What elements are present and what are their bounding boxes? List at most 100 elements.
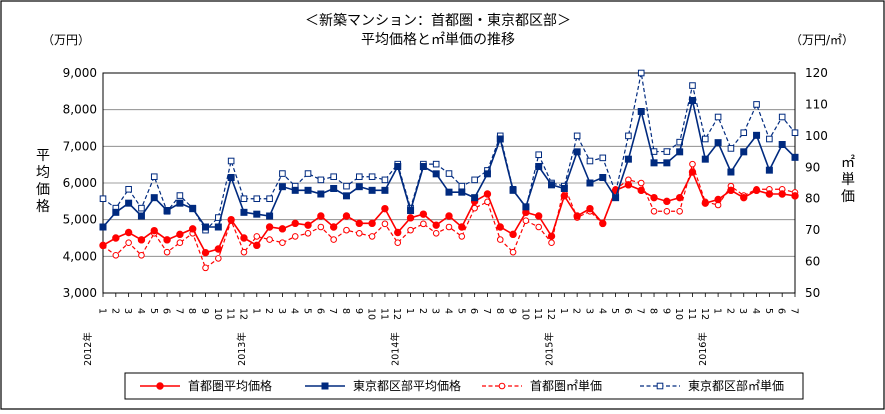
data-point: [752, 186, 761, 195]
data-point: [432, 221, 440, 229]
y-right-axis-title: ㎡単価: [841, 155, 855, 205]
x-tick-label: 4: [750, 308, 761, 314]
data-point: [675, 193, 684, 202]
data-point: [573, 132, 581, 140]
series-2: [99, 160, 799, 272]
y-left-axis-title: 平均価格: [36, 148, 50, 215]
data-point: [663, 207, 671, 215]
y-left-tick-label: 3,000: [63, 286, 97, 300]
data-point: [560, 185, 568, 192]
data-point: [317, 212, 325, 220]
data-point: [765, 166, 773, 174]
x-tick-label: 4: [443, 308, 454, 314]
x-tick-label: 11: [686, 308, 697, 320]
data-point: [163, 248, 171, 256]
chart-subtitle: 平均価格と㎡単価の推移: [361, 32, 515, 48]
data-point: [227, 174, 235, 181]
legend-label: 首都圏㎡単価: [530, 379, 602, 393]
data-point: [458, 223, 466, 231]
y-left-title-char: 価: [36, 182, 50, 198]
y-left-title-char: 均: [36, 165, 50, 181]
data-point: [586, 179, 594, 187]
data-point: [355, 183, 363, 191]
x-tick-label: 6: [622, 308, 633, 314]
x-tick-label: 4: [289, 308, 300, 314]
legend-label: 東京都区部平均価格: [353, 378, 461, 393]
data-point: [253, 210, 261, 218]
data-point: [125, 185, 132, 193]
legend-marker: [498, 382, 506, 390]
data-point: [727, 168, 735, 176]
data-point: [483, 190, 492, 198]
data-point: [368, 233, 376, 240]
data-point: [124, 228, 133, 237]
data-point: [176, 199, 184, 207]
data-point: [176, 239, 184, 247]
data-point: [624, 181, 633, 189]
legend-marker: [321, 382, 329, 390]
y-right-tick-label: 120: [805, 66, 828, 80]
data-point: [740, 129, 748, 137]
data-point: [778, 141, 786, 148]
x-tick-label: 1: [404, 308, 415, 314]
data-point: [445, 212, 453, 220]
x-tick-label: 2: [109, 308, 120, 314]
y-right-tick-label: 100: [805, 129, 828, 143]
data-point: [676, 207, 683, 215]
data-point: [163, 207, 171, 214]
x-tick-label: 11: [225, 308, 236, 320]
data-point: [599, 174, 607, 181]
y-left-title-char: 格: [36, 199, 50, 215]
data-point: [138, 204, 145, 212]
legend-entry: 首都圏平均価格: [140, 378, 272, 393]
data-point: [343, 182, 350, 190]
x-tick-label: 10: [673, 308, 684, 320]
data-point: [189, 225, 197, 233]
data-point: [227, 215, 235, 224]
x-tick-label: 9: [199, 308, 210, 314]
y-left-tick-label: 5,000: [63, 213, 97, 227]
data-point: [163, 236, 171, 244]
y-right-tick-label: 50: [805, 286, 820, 300]
data-point: [471, 194, 479, 202]
legend-label: 東京都区部㎡単価: [688, 378, 784, 393]
x-tick-label: 2: [724, 308, 735, 314]
x-year-label: 2012年: [82, 332, 94, 366]
data-point: [663, 197, 671, 206]
data-point: [573, 148, 581, 156]
x-tick-label: 3: [276, 308, 287, 314]
data-point: [509, 230, 517, 239]
y-left-title-char: 平: [36, 148, 50, 164]
data-point: [778, 113, 786, 121]
data-point: [201, 248, 210, 257]
data-point: [688, 97, 696, 104]
data-point: [317, 190, 325, 198]
data-point: [253, 195, 261, 203]
x-tick-label: 3: [122, 308, 133, 314]
data-point: [765, 190, 774, 198]
x-tick-label: 9: [507, 308, 518, 314]
x-tick-label: 5: [609, 308, 620, 314]
data-point: [214, 223, 222, 231]
x-tick-label: 2: [571, 308, 582, 314]
data-point: [547, 232, 556, 240]
data-point: [509, 186, 517, 194]
data-point: [291, 233, 299, 240]
data-point: [330, 185, 338, 192]
y-right-tick-label: 70: [805, 223, 820, 237]
data-point: [420, 220, 427, 228]
data-point: [701, 135, 709, 143]
data-point: [99, 241, 107, 250]
data-point: [355, 173, 363, 181]
series-layer: [99, 69, 799, 272]
data-point: [560, 192, 569, 200]
data-point: [496, 135, 504, 143]
data-point: [381, 220, 389, 228]
data-point: [291, 219, 299, 228]
data-point: [432, 229, 440, 237]
data-point: [663, 159, 671, 167]
data-point: [419, 210, 428, 218]
data-point: [330, 173, 337, 181]
data-point: [778, 190, 786, 198]
